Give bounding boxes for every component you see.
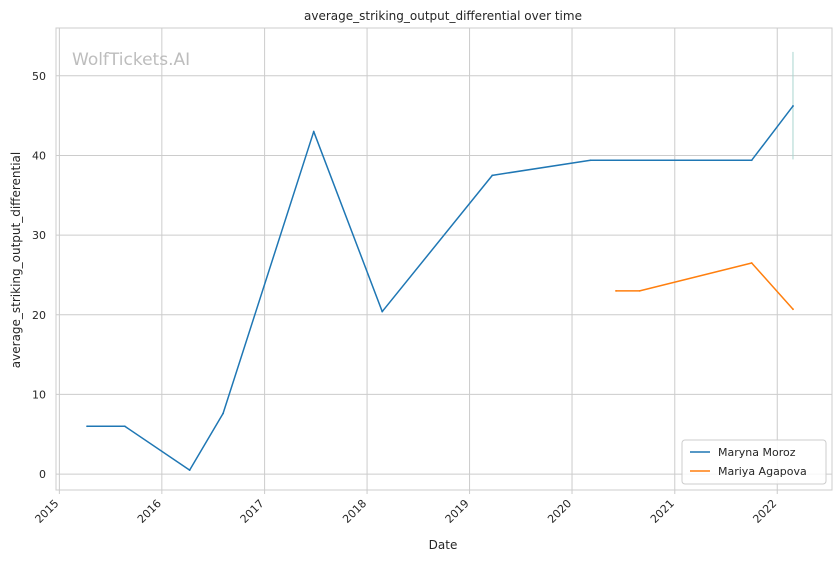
data-point <box>638 289 641 292</box>
y-tick-label: 30 <box>32 229 46 242</box>
y-tick-label: 0 <box>39 468 46 481</box>
x-tick-label: 2018 <box>340 497 369 526</box>
y-tick-label: 50 <box>32 70 46 83</box>
data-point <box>615 289 618 292</box>
series-line-0 <box>86 105 795 471</box>
x-tick-label: 2020 <box>545 497 574 526</box>
x-tick-label: 2022 <box>750 497 779 526</box>
data-point <box>589 159 592 162</box>
data-point <box>491 174 494 177</box>
data-point <box>792 105 794 107</box>
gridlines <box>56 28 832 490</box>
x-axis-ticks: 2015 2016 2017 2018 2019 2020 2021 2022 <box>32 490 779 526</box>
y-axis-ticks: 0 10 20 30 40 50 <box>32 70 46 481</box>
y-tick-label: 10 <box>32 388 46 401</box>
data-point <box>86 425 89 428</box>
legend: Maryna Moroz Mariya Agapova <box>681 439 827 485</box>
x-tick-label: 2017 <box>238 497 267 526</box>
data-point <box>222 412 224 415</box>
plot-frame <box>55 27 833 491</box>
series-layer <box>86 105 795 471</box>
x-tick-label: 2019 <box>443 497 472 526</box>
data-point <box>750 159 753 162</box>
watermark-text: WolfTickets.AI <box>72 50 190 70</box>
legend-label: Maryna Moroz <box>718 446 796 459</box>
x-tick-label: 2021 <box>648 497 677 526</box>
y-tick-label: 40 <box>32 149 46 162</box>
data-point <box>750 262 753 264</box>
x-tick-label: 2015 <box>32 497 61 526</box>
y-axis-label: average_striking_output_differential <box>9 152 23 368</box>
chart-title: average_striking_output_differential ove… <box>304 9 582 23</box>
data-point <box>312 130 315 133</box>
x-axis-label: Date <box>429 538 458 552</box>
data-point <box>188 469 191 471</box>
data-point <box>381 310 384 313</box>
x-tick-label: 2016 <box>135 497 164 526</box>
data-point <box>123 425 126 428</box>
data-point <box>792 308 794 311</box>
legend-label: Mariya Agapova <box>718 465 807 478</box>
legend-box <box>681 439 827 485</box>
series-line-1 <box>615 262 795 311</box>
y-tick-label: 20 <box>32 309 46 322</box>
